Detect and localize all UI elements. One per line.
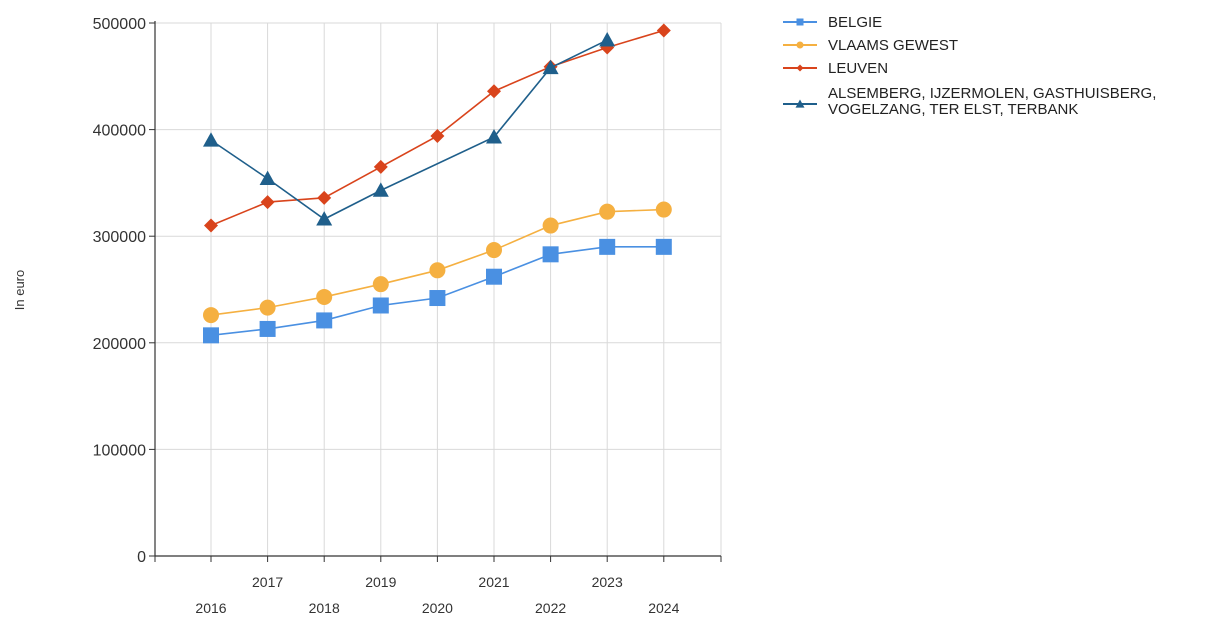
x-tick-label: 2023 (592, 574, 623, 590)
legend-marker (795, 99, 805, 108)
legend-item: LEUVEN (783, 60, 888, 77)
data-point (373, 159, 388, 174)
data-point (259, 320, 276, 337)
data-point (372, 297, 389, 314)
y-tick-label: 300000 (93, 229, 146, 246)
data-point (429, 262, 446, 279)
legend-label: ALSEMBERG, IJZERMOLEN, GASTHUISBERG, VOGE… (828, 85, 1156, 118)
y-tick-label: 500000 (93, 16, 146, 33)
data-point (486, 129, 502, 144)
data-point (486, 268, 502, 285)
x-tick-label: 2021 (478, 574, 509, 590)
data-point (542, 217, 559, 234)
data-point (260, 195, 275, 210)
y-tick-label: 100000 (93, 442, 146, 459)
axes (154, 21, 721, 557)
legend-label: BELGIE (828, 14, 882, 31)
data-point (599, 203, 616, 220)
data-point (259, 170, 276, 186)
legend-marker (796, 41, 804, 49)
data-point (203, 132, 219, 147)
data-point (317, 190, 332, 205)
series-3 (203, 32, 616, 226)
x-tick-label: 2019 (365, 574, 396, 590)
x-tick-label: 2018 (309, 600, 340, 616)
data-point (542, 59, 559, 75)
series-1 (203, 201, 672, 324)
y-tick-label: 400000 (93, 123, 146, 140)
data-point (599, 32, 616, 47)
data-point (259, 299, 276, 316)
data-point (372, 276, 389, 293)
data-point (372, 182, 389, 197)
data-point (316, 312, 333, 329)
data-point (204, 218, 218, 233)
data-point (429, 290, 446, 307)
y-tick-label: 200000 (93, 336, 146, 353)
data-point (316, 288, 333, 305)
legend-marker (796, 64, 804, 72)
data-point (655, 201, 672, 218)
data-point (655, 238, 672, 255)
x-axis-ticks: 2016 2017 2018 2019 2020 2021 2022 2023 2024 (154, 556, 722, 616)
data-point (203, 307, 219, 324)
legend-label: LEUVEN (828, 60, 888, 77)
series-layer (203, 23, 672, 344)
series-0 (203, 238, 672, 344)
data-point (487, 84, 501, 99)
legend-label: VLAAMS GEWEST (828, 37, 958, 54)
x-tick-label: 2017 (252, 574, 283, 590)
y-tick-label: 0 (137, 549, 146, 566)
x-tick-label: 2020 (422, 600, 453, 616)
y-axis-ticks: 0 100000 200000 300000 400000 500000 (93, 16, 155, 566)
data-point (599, 238, 616, 255)
legend-item: BELGIE (783, 14, 882, 31)
legend-item: VLAAMS GEWEST (783, 37, 958, 54)
data-point (203, 327, 219, 344)
data-point (542, 246, 559, 263)
legend-item: ALSEMBERG, IJZERMOLEN, GASTHUISBERG, VOGE… (783, 85, 1156, 118)
legend-marker (796, 18, 804, 26)
x-tick-label: 2022 (535, 600, 566, 616)
data-point (486, 242, 502, 259)
data-point (316, 211, 333, 226)
data-point (656, 23, 671, 38)
grid (155, 22, 722, 556)
x-tick-label: 2024 (648, 600, 679, 616)
legend: BELGIE VLAAMS GEWEST LEUVEN ALSEMBERG, IJZE… (783, 14, 1156, 118)
y-axis-label: In euro (12, 270, 27, 310)
x-tick-label: 2016 (195, 600, 226, 616)
data-point (430, 128, 445, 143)
